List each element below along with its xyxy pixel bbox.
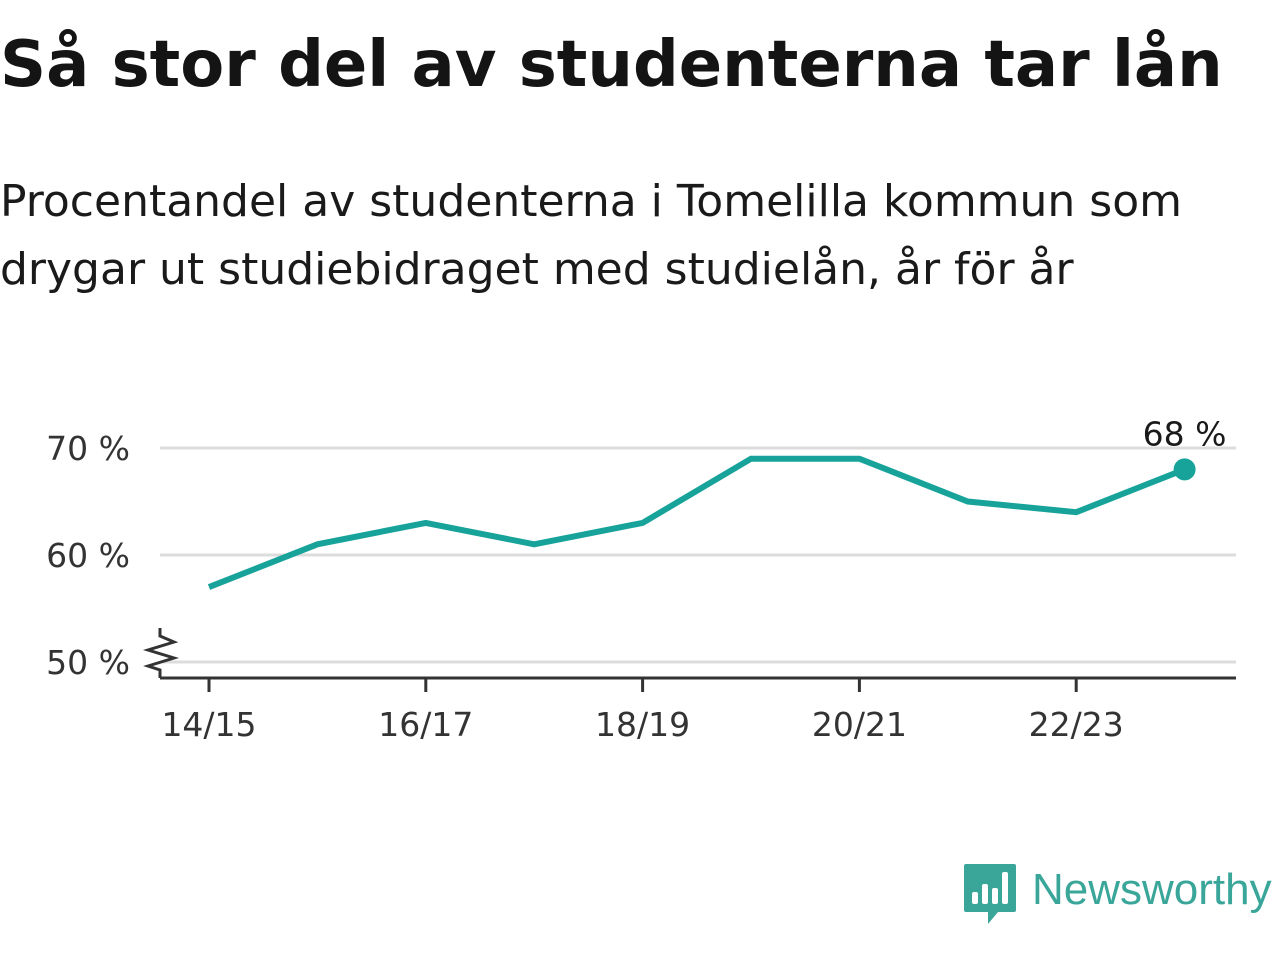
chart-subtitle: Procentandel av studenterna i Tomelilla … (0, 176, 1183, 295)
series-line (207, 455, 1186, 590)
newsworthy-logo-text: Newsworthy (1032, 865, 1272, 914)
end-value-label: 68 % (1143, 414, 1227, 453)
x-tick-label: 18/19 (595, 705, 690, 744)
y-tick-label-70: 70 % (46, 429, 130, 468)
x-tick-label: 14/15 (161, 705, 256, 744)
end-point-marker (1173, 458, 1196, 481)
x-tick-label: 16/17 (378, 705, 473, 744)
y-tick-label-50: 50 % (46, 643, 130, 682)
y-tick-label-60: 60 % (46, 536, 130, 575)
x-tick-label: 22/23 (1029, 705, 1124, 744)
newsworthy-logo-icon (964, 864, 1016, 924)
x-tick-label: 20/21 (812, 705, 907, 744)
data-series: 68 % (207, 414, 1227, 590)
newsworthy-logo: Newsworthy (964, 864, 1272, 926)
grid-lines (160, 446, 1236, 664)
x-axis: 14/15 16/17 18/19 20/21 22/23 (142, 628, 1236, 744)
chart-title: Så stor del av studenterna tar lån (0, 28, 1223, 102)
y-axis-break (142, 628, 180, 678)
y-axis-labels: 50 % 60 % 70 % (46, 429, 130, 682)
